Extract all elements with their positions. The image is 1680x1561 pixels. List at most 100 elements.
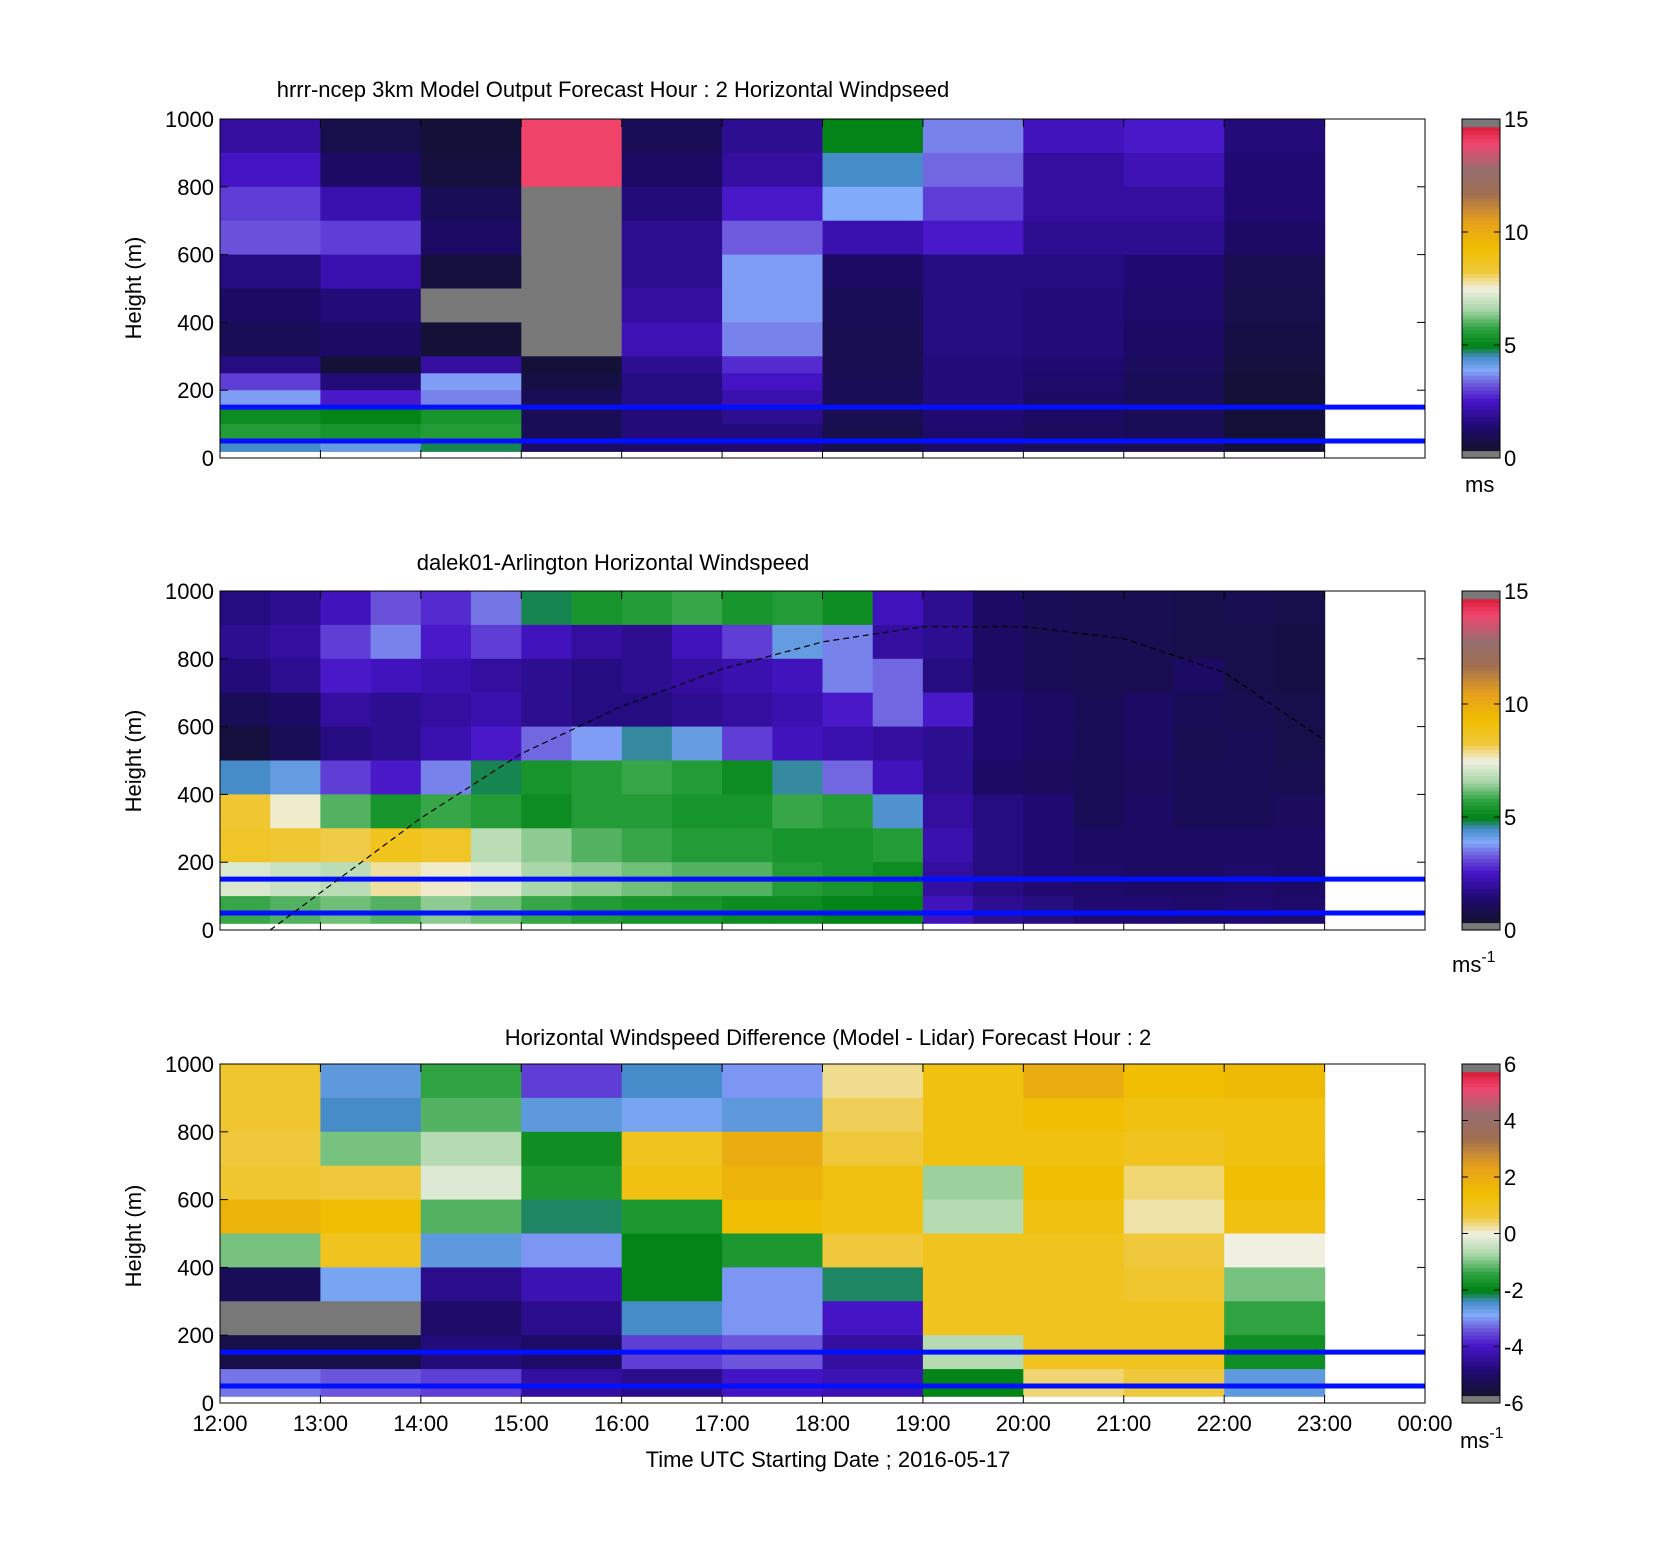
heatmap-cell (320, 591, 372, 626)
heatmap-cell (1224, 441, 1326, 452)
colorbar-segment (1462, 918, 1500, 924)
heatmap-cell (420, 1267, 522, 1302)
heatmap-cell (1274, 896, 1326, 924)
heatmap-cell (922, 794, 974, 829)
heatmap-cell (621, 828, 673, 863)
heatmap-cell (270, 760, 321, 795)
heatmap-cell (1123, 288, 1225, 323)
heatmap-cell (772, 794, 824, 829)
colorbar-segment (1462, 858, 1500, 863)
panel-lidar: dalek01-Arlington Horizontal Windspeed H… (121, 550, 1528, 977)
heatmap-cell (1073, 726, 1125, 762)
colorbar-segment (1462, 700, 1500, 705)
colorbar-segment (1462, 1210, 1500, 1216)
colorbar-segment (1462, 771, 1500, 777)
heatmap-cell (621, 254, 723, 290)
heatmap-cell (1123, 254, 1225, 290)
heatmap-cell (420, 220, 522, 256)
heatmap-cell (1023, 794, 1075, 829)
heatmap-cell (1224, 760, 1275, 795)
colorbar-segment (1462, 685, 1500, 690)
heatmap-cell (822, 692, 874, 728)
heatmap-cell (1224, 288, 1326, 323)
heatmap-cell (1023, 591, 1075, 626)
heatmap-cell (220, 441, 321, 452)
heatmap-cell (1224, 1097, 1326, 1133)
heatmap-cell (1023, 119, 1125, 154)
heatmap-cell (922, 356, 1024, 374)
heatmap-cell (671, 692, 723, 728)
y-tick-label: 200 (177, 850, 214, 875)
heatmap-cell (420, 1301, 522, 1336)
heatmap-cell (1123, 424, 1225, 442)
heatmap-cell (1224, 1064, 1326, 1099)
colorbar-segment (1462, 1116, 1500, 1122)
colorbar-segment (1462, 284, 1500, 290)
heatmap-cell (621, 794, 673, 829)
heatmap-cell (671, 726, 723, 762)
heatmap-cell (571, 658, 623, 694)
colorbar-segment (1462, 352, 1500, 357)
colorbar-segment (1462, 337, 1500, 342)
heatmap-cell (822, 1097, 924, 1133)
heatmap-cell (320, 624, 372, 660)
heatmap-cell (1174, 726, 1225, 762)
colorbar-segment (1462, 783, 1500, 788)
heatmap-cell (922, 424, 1024, 442)
heatmap-cell (1224, 356, 1326, 374)
heatmap-cell (220, 1233, 321, 1268)
colorbar-segment (1462, 1177, 1500, 1182)
heatmap-cell (822, 220, 924, 256)
colorbar-segment (1462, 877, 1500, 882)
x-tick-label: 13:00 (293, 1411, 348, 1436)
heatmap-cell (1123, 1369, 1225, 1397)
colorbar-segment (1462, 753, 1500, 758)
heatmap-cell (872, 896, 924, 924)
colorbar-unit: ms-1 (1460, 1425, 1504, 1453)
heatmap-cell (1123, 1233, 1225, 1268)
heatmap-cell (521, 373, 623, 391)
colorbar-segment (1462, 1241, 1500, 1246)
colorbar-segment (1462, 835, 1500, 841)
heatmap-cell (822, 896, 874, 924)
y-ticks: 0 200 400 600 800 1000 (165, 579, 1425, 943)
heatmap-cell (822, 1165, 924, 1201)
heatmap-cell (772, 760, 824, 795)
heatmap-cell (922, 1165, 1024, 1201)
colorbar-segment (1462, 273, 1500, 278)
x-axis-label: Time UTC Starting Date ; 2016-05-17 (646, 1447, 1011, 1472)
heatmap-cell (320, 220, 422, 256)
heatmap-cell (370, 828, 422, 863)
colorbar-segment (1462, 311, 1500, 316)
heatmap-cell (722, 1199, 824, 1235)
heatmap-cell (922, 119, 1024, 154)
heatmap-cell (671, 828, 723, 863)
heatmap-cell (220, 726, 271, 762)
heatmap-cell (320, 322, 422, 357)
heatmap-cell (822, 390, 924, 408)
heatmap-cell (220, 254, 321, 290)
heatmap-cell (621, 1369, 723, 1397)
y-tick-label: 800 (177, 647, 214, 672)
heatmap-cell (521, 407, 623, 425)
colorbar-tick-label: 2 (1504, 1165, 1516, 1190)
heatmap-cell (471, 794, 522, 829)
heatmap-cell (872, 794, 924, 829)
heatmap-cell (420, 288, 522, 323)
heatmap-cell (671, 794, 723, 829)
colorbar-segment (1462, 1097, 1500, 1103)
colorbar-segment (1462, 749, 1500, 754)
heatmap-cell (420, 424, 522, 442)
heatmap-cell (1023, 624, 1075, 660)
colorbar-segment (1462, 613, 1500, 618)
colorbar-segment (1462, 730, 1500, 735)
colorbar-segment (1462, 1203, 1500, 1208)
colorbar-segment (1462, 794, 1500, 799)
heatmap-cell (220, 288, 321, 323)
y-tick-label: 400 (177, 782, 214, 807)
colorbar-segment (1462, 737, 1500, 743)
heatmap-cell (1023, 828, 1075, 863)
y-tick-label: 400 (177, 310, 214, 335)
heatmap-cell (571, 794, 623, 829)
